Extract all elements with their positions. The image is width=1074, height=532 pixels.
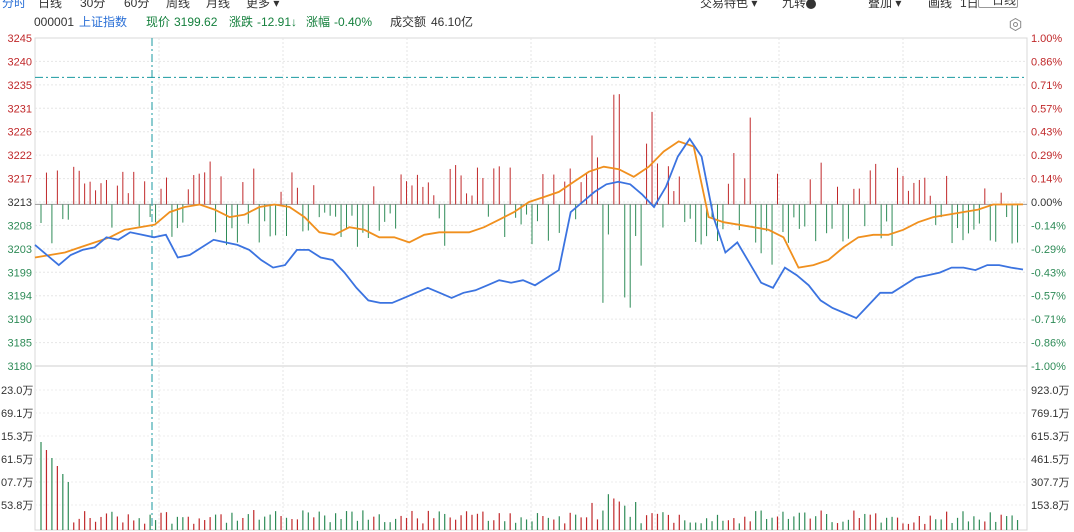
- price-tick: 3180: [8, 361, 32, 373]
- volume-tick: 53.8万: [1, 500, 33, 512]
- pct-tick: 0.29%: [1031, 150, 1062, 162]
- pct-tick: 0.00%: [1031, 197, 1062, 209]
- pct-tick: 0.43%: [1031, 127, 1062, 139]
- pct-tick: -0.86%: [1031, 338, 1066, 350]
- price-tick: 3203: [8, 244, 32, 256]
- pct-tick: 0.57%: [1031, 103, 1062, 115]
- trade-feature-menu[interactable]: 交易特色 ▾: [700, 0, 758, 9]
- volume-tick-right: 153.8万: [1031, 500, 1070, 512]
- pct-value: -0.40%: [334, 15, 373, 29]
- price-label: 现价: [146, 15, 171, 29]
- volume-tick: 61.5万: [1, 454, 33, 466]
- change-label: 涨跌: [229, 15, 254, 29]
- tab-monthly[interactable]: 月线: [206, 0, 231, 9]
- volume-tick: 15.3万: [1, 431, 33, 443]
- price-tick: 3245: [8, 33, 32, 45]
- change-value: -12.91↓: [257, 15, 298, 29]
- pct-tick: 1.00%: [1031, 33, 1062, 45]
- tab-60min[interactable]: 60分: [124, 0, 150, 9]
- quote-info-bar: 000001 上证指数 现价 3199.62 涨跌 -12.91↓ 涨幅 -0.…: [0, 10, 1074, 34]
- amount-label: 成交额: [390, 15, 427, 29]
- stock-code: 000001: [34, 15, 75, 29]
- volume-tick: 69.1万: [1, 408, 33, 420]
- amount-value: 46.10亿: [431, 15, 474, 29]
- period-select[interactable]: 一日线 ▾: [978, 0, 1018, 9]
- pct-tick: -0.29%: [1031, 244, 1066, 256]
- price-tick: 3226: [8, 127, 32, 139]
- volume-tick-right: 923.0万: [1031, 385, 1070, 397]
- pct-tick: -1.00%: [1031, 361, 1066, 373]
- volume-tick: 07.7万: [1, 477, 33, 489]
- days-selector[interactable]: 1日: [960, 0, 979, 9]
- price-tick: 3199: [8, 267, 32, 279]
- draw-line-button[interactable]: 画线: [928, 0, 953, 9]
- volume-tick-right: 615.3万: [1031, 431, 1070, 443]
- pct-tick: -0.57%: [1031, 291, 1066, 303]
- overlay-menu[interactable]: 叠加 ▾: [868, 0, 902, 9]
- price-tick: 3240: [8, 56, 32, 68]
- pct-tick: -0.43%: [1031, 267, 1066, 279]
- price-tick: 3190: [8, 314, 32, 326]
- stock-name[interactable]: 上证指数: [79, 15, 128, 29]
- volume-tick: 23.0万: [1, 385, 33, 397]
- price-tick: 3185: [8, 338, 32, 350]
- price-tick: 3213: [8, 197, 32, 209]
- average-price-line: [34, 140, 1024, 269]
- price-tick: 3208: [8, 220, 32, 232]
- volume-tick-right: 307.7万: [1031, 477, 1070, 489]
- tab-intraday[interactable]: 分时: [2, 0, 26, 9]
- tab-daily[interactable]: 日线: [38, 0, 63, 9]
- pct-tick: 0.14%: [1031, 174, 1062, 186]
- nine-turn-toggle[interactable]: 九转: [782, 0, 817, 9]
- tab-more[interactable]: 更多 ▾: [246, 0, 280, 9]
- pct-label: 涨幅: [306, 15, 331, 29]
- price-tick: 3231: [8, 103, 32, 115]
- period-tab-bar: 分时 日线 30分 60分 周线 月线 更多 ▾ 交易特色 ▾ 九转 叠加 ▾ …: [0, 0, 1074, 9]
- price-tick: 3222: [8, 150, 32, 162]
- help-icon: [806, 0, 817, 9]
- pct-tick: -0.71%: [1031, 314, 1066, 326]
- pct-tick: 0.71%: [1031, 80, 1062, 92]
- price-tick: 3194: [8, 291, 32, 303]
- current-price: 3199.62: [174, 15, 218, 29]
- volume-tick-right: 769.1万: [1031, 408, 1070, 420]
- settings-icon[interactable]: [1009, 18, 1022, 31]
- price-tick: 3235: [8, 80, 32, 92]
- price-tick: 3217: [8, 174, 32, 186]
- pct-tick: -0.14%: [1031, 220, 1066, 232]
- tab-30min[interactable]: 30分: [80, 0, 106, 9]
- tab-weekly[interactable]: 周线: [166, 0, 191, 9]
- price-line: [34, 137, 1024, 320]
- volume-tick-right: 461.5万: [1031, 454, 1070, 466]
- pct-tick: 0.86%: [1031, 56, 1062, 68]
